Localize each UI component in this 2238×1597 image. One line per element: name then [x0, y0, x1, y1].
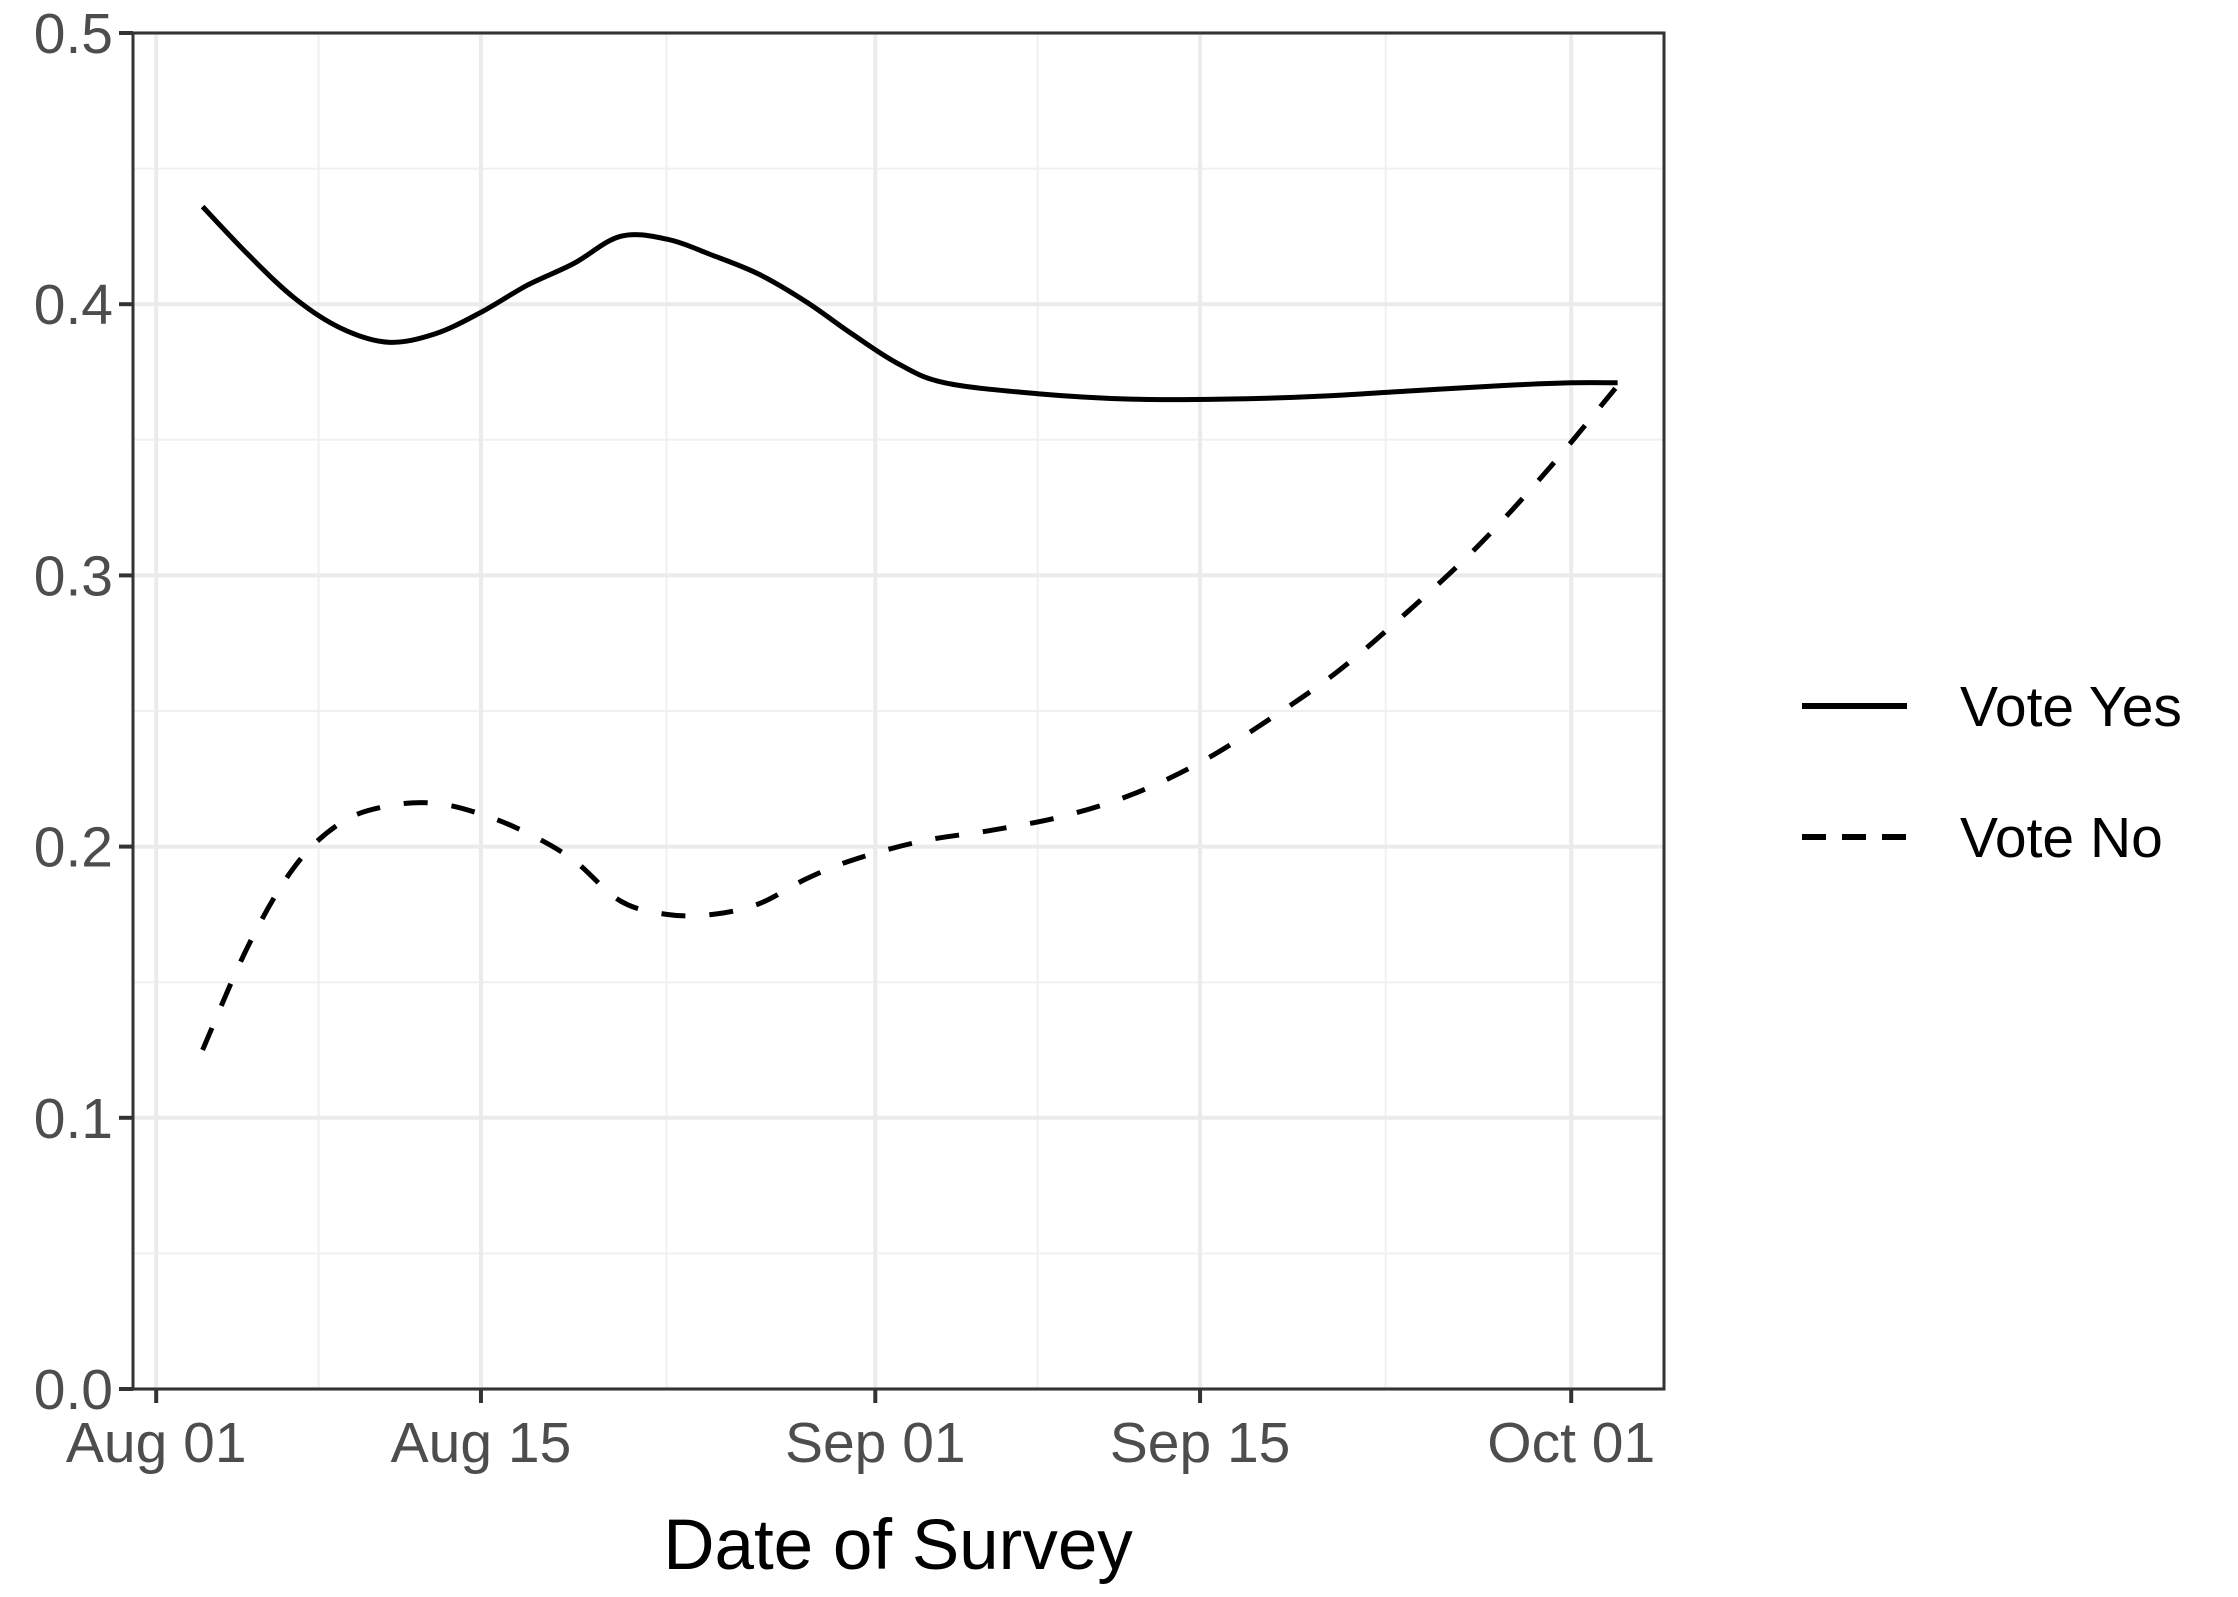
x-tick-label: Oct 01: [1487, 1411, 1655, 1475]
y-tick-label: 0.5: [34, 2, 113, 66]
y-tick-label: 0.4: [34, 273, 113, 337]
series-line-vote-no: [200, 384, 1620, 1052]
y-tick-label: 0.2: [34, 816, 113, 880]
series-lines: [200, 204, 1620, 1052]
x-tick-label: Aug 01: [66, 1411, 247, 1475]
x-tick-label: Aug 15: [391, 1411, 572, 1475]
legend-label-vote-yes: Vote Yes: [1960, 675, 2182, 739]
y-axis: 0.0 0.1 0.2 0.3 0.4 0.5: [34, 2, 135, 1422]
y-tick-label: 0.1: [34, 1087, 113, 1151]
x-axis-title: Date of Survey: [663, 1506, 1133, 1585]
x-tick-label: Sep 01: [785, 1411, 966, 1475]
legend-label-vote-no: Vote No: [1960, 806, 2163, 870]
x-tick-label: Sep 15: [1110, 1411, 1291, 1475]
y-tick-label: 0.0: [34, 1358, 113, 1422]
legend: Vote Yes Vote No: [1802, 675, 2182, 870]
minor-gridlines: [133, 33, 1664, 1389]
series-line-vote-yes: [200, 204, 1618, 403]
x-axis: Aug 01 Aug 15 Sep 01 Sep 15 Oct 01: [66, 1387, 1664, 1475]
y-tick-label: 0.3: [34, 544, 113, 608]
